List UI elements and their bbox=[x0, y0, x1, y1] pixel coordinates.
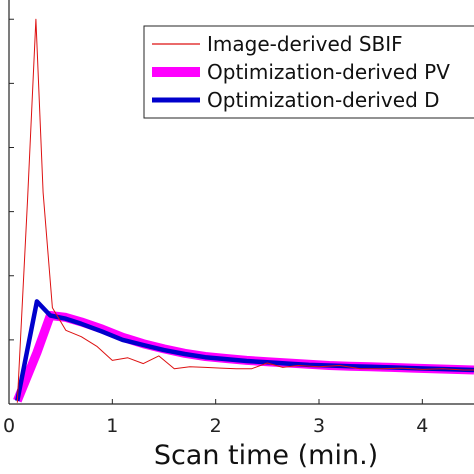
x-tick-label: 3 bbox=[313, 415, 325, 437]
ticks-layer: 0 1 2 3 4 bbox=[3, 18, 428, 437]
x-tick-label: 1 bbox=[106, 415, 118, 437]
legend-label-optimization-derived-d: Optimization-derived D bbox=[207, 88, 440, 112]
legend: Image-derived SBIF Optimization-derived P… bbox=[143, 25, 474, 119]
x-tick-label: 4 bbox=[416, 415, 428, 437]
series-line-image-derived-sbif bbox=[16, 18, 474, 403]
series-line-optimization-derived-d bbox=[15, 299, 474, 402]
legend-box bbox=[143, 25, 474, 119]
series-layer bbox=[13, 18, 474, 403]
x-tick-label: 0 bbox=[3, 415, 15, 437]
legend-label-image-derived-sbif: Image-derived SBIF bbox=[207, 32, 403, 56]
legend-entries: Image-derived SBIF Optimization-derived P… bbox=[152, 32, 450, 112]
x-axis-title: Scan time (min.) bbox=[154, 440, 378, 471]
axes-layer bbox=[8, 0, 474, 405]
x-tick-label: 2 bbox=[210, 415, 222, 437]
legend-label-optimization-derived-pv: Optimization-derived PV bbox=[207, 60, 450, 84]
